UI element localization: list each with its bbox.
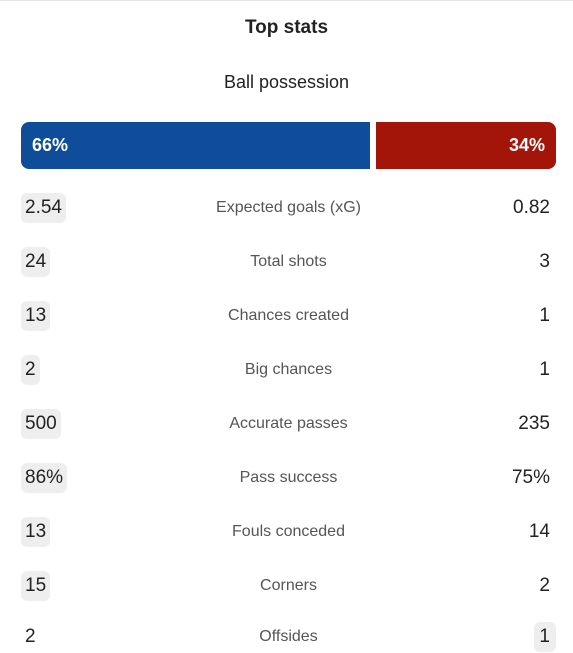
possession-away-value: 34% (508, 135, 545, 155)
stat-label: Accurate passes (229, 415, 348, 432)
stat-home-value: 2 (25, 626, 36, 647)
stat-home-value: 24 (21, 247, 51, 277)
stat-away-value: 14 (528, 521, 550, 542)
possession-bar: 66% 34% (21, 122, 556, 169)
stat-away-value: 1 (534, 622, 556, 652)
stat-row-big-chances: Big chances 2 1 (21, 355, 556, 385)
stat-row-chances-created: Chances created 13 1 (21, 301, 556, 331)
stat-label: Total shots (250, 253, 327, 270)
section-title: Top stats (244, 17, 329, 38)
stat-home-value: 2 (21, 355, 40, 385)
stat-away-value: 3 (539, 251, 550, 272)
stat-home-value: 13 (21, 517, 51, 547)
stat-home-value: 15 (21, 571, 51, 601)
stat-label: Corners (260, 577, 317, 594)
stat-label: Chances created (228, 307, 349, 324)
stat-away-value: 2 (539, 575, 550, 596)
stat-away-value: 235 (518, 413, 550, 434)
possession-home-value: 66% (32, 135, 69, 155)
stat-home-value: 13 (21, 301, 51, 331)
divider (0, 0, 573, 1)
stat-label: Pass success (239, 469, 338, 486)
stat-home-value: 86% (21, 463, 68, 493)
stat-label: Offsides (259, 628, 318, 645)
stat-label: Expected goals (xG) (216, 199, 361, 216)
possession-label: Ball possession (223, 72, 350, 92)
stat-away-value: 75% (511, 467, 550, 488)
stat-home-value: 2.54 (21, 193, 66, 223)
stat-home-value: 500 (21, 409, 61, 439)
stat-label: Big chances (244, 361, 333, 378)
stat-away-value: 0.82 (513, 197, 550, 218)
stat-label: Fouls conceded (232, 523, 345, 540)
possession-home-segment: 66% (21, 122, 370, 169)
stat-row-total-shots: Total shots 24 3 (21, 247, 556, 277)
stat-row-pass-success: Pass success 86% 75% (21, 463, 556, 493)
stat-row-offsides: Offsides 2 1 (21, 622, 556, 652)
stat-row-expected-goals: Expected goals (xG) 2.54 0.82 (21, 193, 556, 223)
stat-away-value: 1 (539, 305, 550, 326)
stat-row-accurate-passes: Accurate passes 500 235 (21, 409, 556, 439)
stat-row-fouls-conceded: Fouls conceded 13 14 (21, 517, 556, 547)
possession-away-segment: 34% (376, 122, 556, 169)
stat-away-value: 1 (539, 359, 550, 380)
stat-row-corners: Corners 15 2 (21, 571, 556, 601)
